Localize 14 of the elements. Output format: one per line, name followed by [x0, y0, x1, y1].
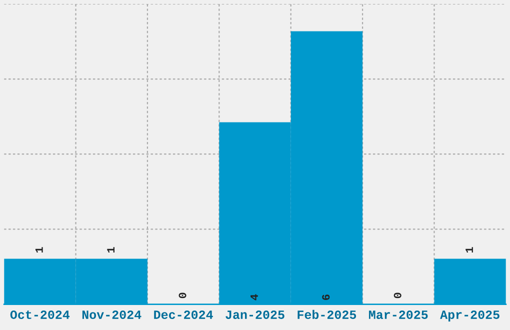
- data-label: 1: [35, 247, 43, 253]
- data-label: 0: [394, 292, 402, 298]
- data-label: 0: [178, 292, 186, 298]
- x-tick-label: Nov-2024: [82, 310, 142, 319]
- data-label: 1: [466, 247, 473, 253]
- x-tick-label: Feb-2025: [298, 310, 356, 319]
- x-tick-label: Oct-2024: [10, 310, 70, 319]
- x-tick-label: Dec-2024: [154, 310, 213, 319]
- data-label: 1: [107, 247, 114, 253]
- x-tick-label: Mar-2025: [368, 310, 428, 319]
- data-label: 4: [250, 294, 258, 300]
- data-label: 6: [322, 294, 330, 300]
- x-tick-label: Apr-2025: [440, 310, 500, 322]
- x-tick-label: Jan-2025: [226, 310, 284, 319]
